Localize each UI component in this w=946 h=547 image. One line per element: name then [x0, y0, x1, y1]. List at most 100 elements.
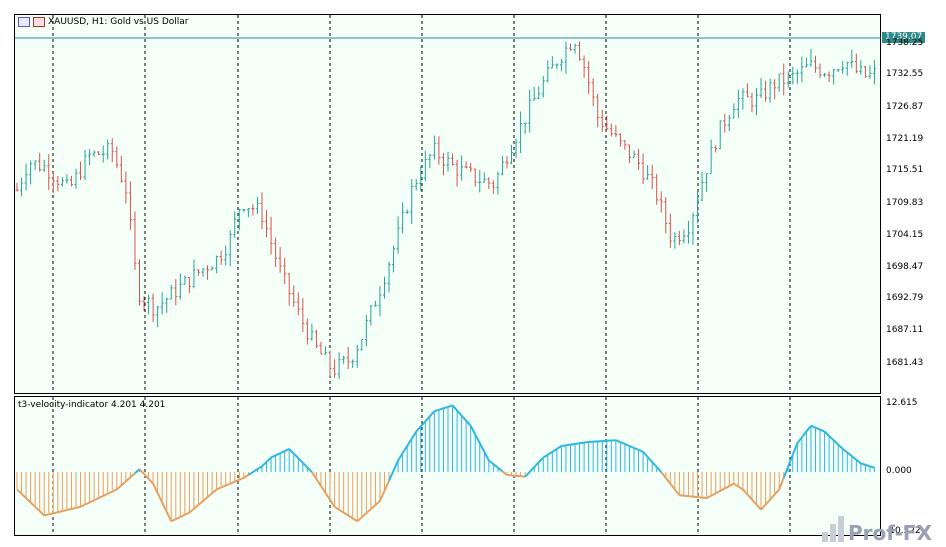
velocity-line: [365, 508, 372, 514]
velocity-line: [252, 468, 258, 473]
velocity-line: [143, 473, 150, 480]
indicator-tick: 0.000: [886, 466, 912, 476]
velocity-line: [478, 442, 486, 453]
velocity-line: [374, 500, 381, 506]
velocity-line: [279, 450, 286, 455]
velocity-line: [315, 478, 322, 487]
velocity-line: [651, 461, 658, 468]
price-tick: 1698.47: [886, 262, 924, 272]
velocity-line: [98, 495, 104, 500]
velocity-line: [334, 505, 340, 511]
velocity-line: [120, 480, 127, 487]
velocity-line: [311, 471, 318, 480]
velocity-line: [742, 488, 749, 496]
velocity-line: [29, 501, 36, 508]
velocity-line: [810, 424, 816, 429]
velocity-line: [715, 490, 721, 495]
velocity-line: [84, 501, 91, 506]
velocity-line: [165, 511, 173, 522]
velocity-line: [465, 419, 472, 427]
velocity-line: [787, 454, 794, 467]
velocity-line: [329, 499, 336, 508]
velocity-line: [238, 476, 245, 481]
velocity-line: [429, 410, 436, 417]
velocity-line: [71, 506, 77, 510]
velocity-line: [320, 485, 327, 494]
velocity-line: [719, 487, 726, 492]
velocity-line: [524, 471, 531, 478]
price-tick: 1709.83: [886, 198, 924, 208]
velocity-line: [370, 504, 377, 510]
velocity-line: [655, 466, 662, 473]
velocity-line: [62, 509, 68, 513]
velocity-line: [724, 485, 730, 490]
velocity-line: [760, 503, 767, 511]
velocity-line: [855, 458, 862, 465]
velocity-line: [406, 438, 413, 447]
velocity-line: [102, 492, 109, 497]
velocity-line: [642, 451, 649, 458]
velocity-line: [851, 455, 857, 461]
velocity-line: [556, 445, 562, 450]
velocity-line: [229, 480, 236, 485]
velocity-line: [265, 456, 272, 463]
velocity-line: [865, 463, 871, 468]
velocity-line: [324, 492, 331, 501]
prof-fx-logo: Prof-FX: [822, 516, 933, 544]
velocity-line: [34, 506, 41, 512]
velocity-line: [773, 488, 780, 496]
velocity-line: [53, 511, 59, 515]
velocity-line: [488, 459, 494, 465]
velocity-line: [107, 490, 113, 495]
velocity-line: [801, 430, 808, 438]
velocity-line: [443, 405, 449, 410]
price-chart-pane[interactable]: [14, 14, 881, 394]
velocity-line: [225, 482, 231, 487]
velocity-line: [791, 442, 799, 456]
velocity-line: [469, 425, 477, 435]
velocity-line: [620, 441, 626, 445]
price-scale: [881, 14, 941, 394]
velocity-line: [57, 510, 63, 514]
velocity-line: [288, 448, 295, 455]
velocity-line: [574, 442, 580, 445]
velocity-line: [633, 447, 639, 451]
velocity-line: [343, 511, 349, 517]
velocity-line: [388, 470, 395, 482]
velocity-line: [769, 493, 776, 501]
velocity-line: [778, 477, 785, 490]
velocity-line: [828, 435, 835, 441]
velocity-line: [216, 486, 222, 491]
velocity-line: [401, 445, 409, 454]
velocity-line: [89, 499, 95, 504]
velocity-line: [161, 502, 168, 513]
velocity-line: [823, 430, 830, 437]
current-price-tag: 1739.07: [882, 32, 926, 43]
velocity-line: [410, 430, 418, 440]
velocity-line: [306, 466, 313, 473]
velocity-line: [152, 483, 159, 494]
velocity-line: [869, 465, 875, 469]
price-tick: 1704.15: [886, 230, 924, 240]
velocity-line: [706, 494, 712, 500]
symbol-label: XAUUSD, H1: Gold vs US Dollar: [48, 17, 189, 27]
velocity-line: [424, 415, 431, 423]
velocity-line: [275, 452, 281, 457]
price-tick: 1692.79: [886, 293, 924, 303]
velocity-line: [352, 517, 358, 523]
velocity-line: [20, 493, 27, 499]
velocity-line: [751, 498, 758, 506]
velocity-line: [805, 425, 812, 433]
indicator-scale: [881, 396, 941, 536]
velocity-line: [75, 505, 81, 509]
velocity-line: [674, 488, 681, 496]
velocity-line: [815, 426, 821, 431]
price-tick: 1726.87: [886, 102, 924, 112]
velocity-line: [111, 488, 118, 493]
velocity-line: [451, 404, 458, 412]
velocity-line: [542, 453, 549, 459]
velocity-line: [206, 492, 213, 498]
velocity-line: [38, 510, 45, 517]
velocity-line: [533, 461, 540, 468]
velocity-line: [147, 478, 154, 485]
